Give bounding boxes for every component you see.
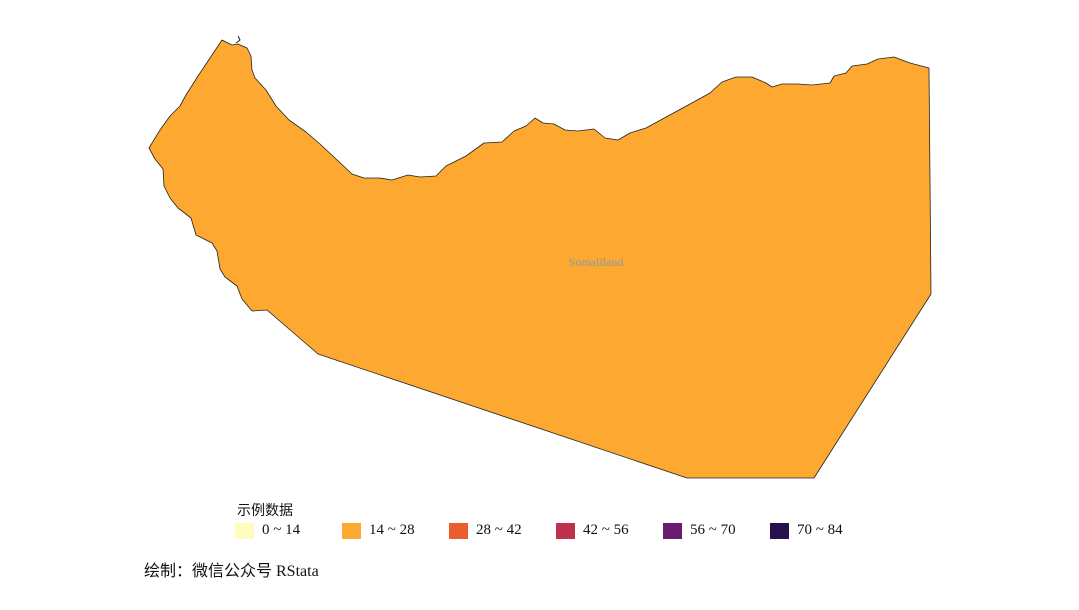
- legend-item: 14 ~ 28: [342, 522, 449, 539]
- islet-mark: [235, 35, 241, 44]
- legend-swatch: [556, 522, 575, 539]
- legend: 0 ~ 14 14 ~ 28 28 ~ 42 42 ~ 56 56 ~ 70 7…: [235, 522, 877, 539]
- legend-item: 28 ~ 42: [449, 522, 556, 539]
- legend-swatch: [342, 522, 361, 539]
- legend-item: 0 ~ 14: [235, 522, 342, 539]
- legend-label: 42 ~ 56: [583, 522, 629, 538]
- caption: 绘制：微信公众号 RStata: [144, 563, 319, 580]
- legend-label: 14 ~ 28: [369, 522, 415, 538]
- legend-label: 56 ~ 70: [690, 522, 736, 538]
- legend-swatch: [770, 522, 789, 539]
- legend-title: 示例数据: [237, 504, 293, 519]
- legend-swatch: [663, 522, 682, 539]
- region-label: Somaliland: [568, 255, 624, 269]
- legend-label: 0 ~ 14: [262, 522, 301, 538]
- legend-item: 70 ~ 84: [770, 522, 877, 539]
- legend-swatch: [235, 522, 254, 539]
- legend-item: 56 ~ 70: [663, 522, 770, 539]
- region-somaliland[interactable]: [148, 39, 932, 479]
- legend-swatch: [449, 522, 468, 539]
- legend-label: 28 ~ 42: [476, 522, 522, 538]
- legend-item: 42 ~ 56: [556, 522, 663, 539]
- legend-label: 70 ~ 84: [797, 522, 843, 538]
